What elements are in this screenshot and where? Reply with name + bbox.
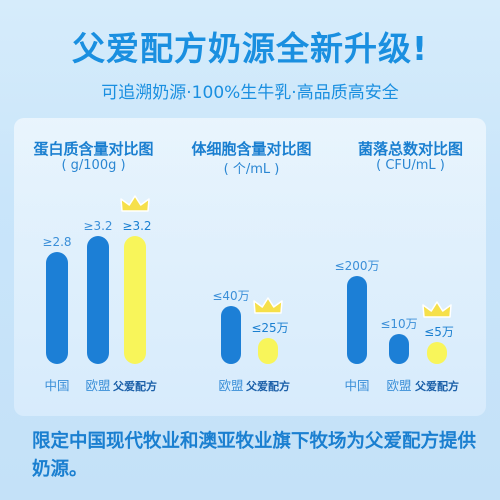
- chart-2-value-label-2: ≤25万: [251, 321, 288, 335]
- chart-2-bar-1: [221, 306, 241, 364]
- chart-1-crown-icon: [120, 195, 150, 212]
- chart-2-unit: ( 个/mL ): [223, 162, 280, 177]
- chart-3-value-label-1: ≤200万: [335, 259, 380, 273]
- chart-1-bar-1: [46, 252, 68, 364]
- chart-1-value-label-2: ≥3.2: [83, 219, 112, 233]
- chart-3-bar-2: [389, 334, 409, 364]
- chart-1-value-label-3: ≥3.2: [122, 219, 151, 233]
- chart-1-category-label-3: 父爱配方: [112, 379, 157, 393]
- chart-1-bar-2: [87, 236, 109, 364]
- chart-3-unit: ( CFU/mL ): [376, 158, 445, 173]
- chart-1-category-label-2: 欧盟: [85, 378, 110, 393]
- chart-1-unit: ( g/100g ): [61, 158, 126, 173]
- chart-3-bar-3: [427, 342, 447, 364]
- chart-2-title: 体细胞含量对比图: [191, 140, 312, 158]
- page-title: 父爱配方奶源全新升级!: [71, 29, 429, 68]
- chart-1-category-label-1: 中国: [44, 378, 69, 393]
- chart-3-crown-icon: [422, 301, 452, 318]
- chart-3-category-label-1: 中国: [344, 378, 369, 393]
- page-subtitle: 可追溯奶源·100%生牛乳·高品质高安全: [101, 83, 399, 103]
- chart-2-category-label-1: 欧盟: [218, 378, 243, 393]
- chart-3-category-label-2: 欧盟: [386, 378, 411, 393]
- chart-1-title: 蛋白质含量对比图: [33, 140, 154, 158]
- chart-2-value-label-1: ≤40万: [212, 289, 249, 303]
- chart-2-bar-2: [258, 338, 278, 364]
- chart-1-bar-3: [124, 236, 146, 364]
- chart-3-category-label-3: 父爱配方: [414, 379, 459, 393]
- chart-1-value-label-1: ≥2.8: [42, 235, 71, 249]
- chart-2-crown-icon: [253, 297, 283, 314]
- footer-text: 限定中国现代牧业和澳亚牧业旗下牧场为父爱配方提供奶源。: [32, 431, 477, 480]
- chart-3-value-label-3: ≤5万: [424, 325, 454, 339]
- chart-3-value-label-2: ≤10万: [380, 317, 417, 331]
- chart-2-category-label-2: 父爱配方: [245, 379, 290, 393]
- chart-3-bar-1: [347, 276, 367, 364]
- chart-3-title: 菌落总数对比图: [357, 140, 463, 158]
